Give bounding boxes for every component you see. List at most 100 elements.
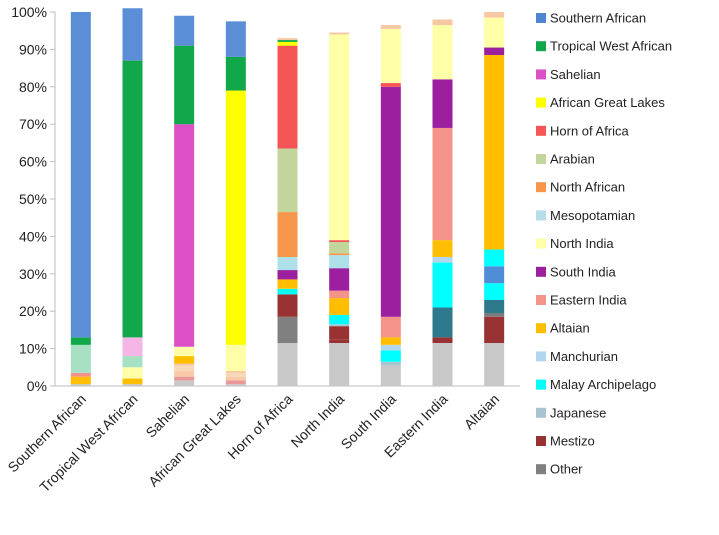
bar-segment [329, 240, 350, 243]
y-tick-label: 60% [19, 154, 47, 170]
legend: Southern African Tropical West African Sah… [536, 11, 672, 477]
bar-segment [380, 28, 401, 84]
bar-stacks [70, 8, 505, 386]
legend-swatch [536, 125, 546, 136]
y-tick-label: 100% [11, 4, 47, 20]
y-tick-label: 10% [19, 341, 47, 357]
bar-segment [484, 266, 505, 284]
bar-segment [174, 45, 195, 125]
bar-segment [329, 298, 350, 315]
bar-stack [174, 15, 195, 386]
bar-segment [174, 365, 195, 372]
bar-segment [380, 350, 401, 362]
bar-segment [70, 344, 91, 373]
y-tick-label: 0% [27, 378, 47, 394]
bar-segment [329, 255, 350, 269]
legend-swatch [536, 295, 546, 305]
legend-item: Altaian [536, 321, 590, 336]
legend-item: Manchurian [536, 349, 618, 364]
bar-segment [484, 55, 505, 250]
bar-segment [329, 342, 350, 386]
bar-segment [70, 384, 91, 386]
legend-label: Arabian [550, 152, 595, 167]
legend-swatch [536, 379, 546, 390]
legend-swatch [536, 238, 546, 249]
bar-stack [432, 19, 453, 386]
bar-stack [122, 8, 143, 386]
bar-segment [432, 337, 453, 343]
bar-stack [70, 12, 91, 386]
bar-segment [380, 25, 401, 29]
x-category-label: Sahelian [142, 391, 192, 441]
legend-swatch [536, 154, 546, 164]
bar-segment [225, 344, 246, 372]
legend-label: Mestizo [550, 434, 595, 449]
bar-segment [432, 262, 453, 308]
bar-stack [277, 38, 298, 386]
bar-segment [225, 384, 246, 386]
bar-segment [174, 376, 195, 381]
bar-segment [277, 288, 298, 295]
legend-label: Altaian [550, 321, 590, 336]
bar-segment [277, 270, 298, 280]
legend-label: North African [550, 180, 625, 195]
bar-segment [432, 79, 453, 128]
legend-swatch [536, 323, 546, 334]
bar-stack [225, 21, 246, 386]
x-category-label: African Great Lakes [145, 391, 244, 490]
bar-segment [174, 356, 195, 364]
legend-swatch [536, 182, 546, 193]
legend-item: Mestizo [536, 434, 595, 449]
bar-segment [380, 83, 401, 87]
bar-segment [277, 342, 298, 386]
bar-segment [329, 34, 350, 241]
bar-segment [70, 337, 91, 345]
bar-segment [277, 148, 298, 213]
bar-segment [484, 313, 505, 317]
bar-segment [432, 25, 453, 80]
legend-swatch [536, 13, 546, 23]
legend-item: Japanese [536, 405, 606, 420]
legend-label: Sahelian [550, 67, 601, 82]
bar-segment [484, 316, 505, 343]
bar-segment [225, 56, 246, 91]
legend-label: Tropical West African [550, 39, 672, 54]
bar-segment [277, 316, 298, 343]
legend-label: Mesopotamian [550, 208, 635, 223]
bar-segment [277, 212, 298, 257]
y-axis: 0% 10% 20% 30% 40% 50% 60% 70% 80% 90% 100% [11, 4, 520, 394]
bar-segment [329, 339, 350, 343]
legend-item: Other [536, 462, 583, 477]
legend-swatch [536, 407, 546, 418]
bar-segment [174, 380, 195, 386]
legend-swatch [536, 351, 546, 362]
bar-segment [329, 268, 350, 291]
legend-label: Horn of Africa [550, 123, 630, 138]
bar-segment [432, 240, 453, 257]
x-category-label: Altaian [461, 391, 503, 433]
bar-segment [329, 326, 350, 340]
bar-segment [432, 19, 453, 26]
legend-label: Malay Archipelago [550, 377, 656, 392]
bar-segment [225, 90, 246, 345]
bar-segment [174, 124, 195, 347]
bar-stack [484, 12, 505, 386]
bar-segment [329, 32, 350, 35]
legend-swatch [536, 210, 546, 221]
bar-segment [432, 256, 453, 263]
legend-label: North India [550, 236, 614, 251]
bar-segment [329, 242, 350, 254]
bar-segment [122, 60, 143, 338]
bar-segment [70, 372, 91, 377]
legend-swatch [536, 97, 546, 108]
bar-segment [122, 8, 143, 61]
bar-segment [277, 38, 298, 41]
bar-segment [484, 342, 505, 386]
bar-segment [380, 86, 401, 317]
x-category-label: Tropical West African [36, 391, 140, 495]
y-tick-label: 70% [19, 116, 47, 132]
y-tick-label: 40% [19, 228, 47, 244]
legend-item: Arabian [536, 152, 595, 167]
bar-segment [277, 41, 298, 46]
